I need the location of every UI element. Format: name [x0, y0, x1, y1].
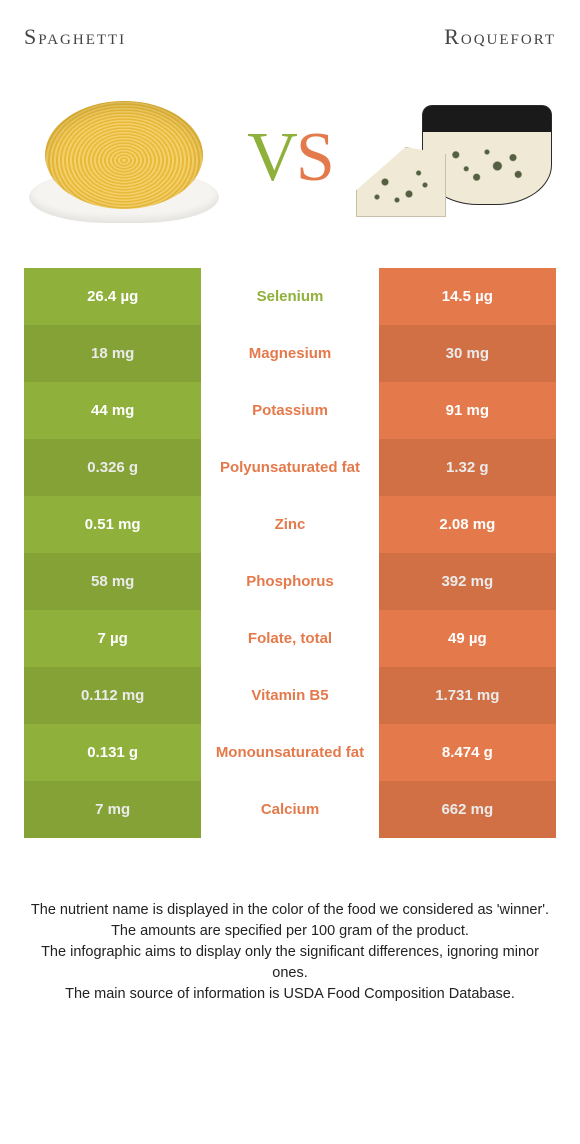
- nutrient-name: Potassium: [201, 382, 378, 439]
- right-value: 662 mg: [379, 781, 556, 838]
- left-value: 0.326 g: [24, 439, 201, 496]
- vs-row: VS: [24, 88, 556, 228]
- vs-label: VS: [247, 118, 333, 198]
- left-value: 0.131 g: [24, 724, 201, 781]
- table-row: 44 mgPotassium91 mg: [24, 382, 556, 439]
- left-value: 58 mg: [24, 553, 201, 610]
- right-value: 1.32 g: [379, 439, 556, 496]
- left-value: 0.51 mg: [24, 496, 201, 553]
- table-row: 26.4 µgSelenium14.5 µg: [24, 268, 556, 325]
- right-value: 91 mg: [379, 382, 556, 439]
- vs-v: V: [247, 118, 296, 198]
- table-row: 7 µgFolate, total49 µg: [24, 610, 556, 667]
- left-value: 0.112 mg: [24, 667, 201, 724]
- nutrient-name: Folate, total: [201, 610, 378, 667]
- vs-s: S: [296, 118, 333, 198]
- right-value: 1.731 mg: [379, 667, 556, 724]
- right-value: 2.08 mg: [379, 496, 556, 553]
- right-food-title: Roquefort: [444, 24, 556, 50]
- footnotes: The nutrient name is displayed in the co…: [24, 900, 556, 1005]
- footnote-line: The nutrient name is displayed in the co…: [24, 900, 556, 921]
- spaghetti-icon: [29, 93, 219, 223]
- nutrient-name: Zinc: [201, 496, 378, 553]
- right-value: 8.474 g: [379, 724, 556, 781]
- left-value: 26.4 µg: [24, 268, 201, 325]
- nutrient-name: Phosphorus: [201, 553, 378, 610]
- nutrient-name: Monounsaturated fat: [201, 724, 378, 781]
- nutrient-name: Selenium: [201, 268, 378, 325]
- table-row: 0.112 mgVitamin B51.731 mg: [24, 667, 556, 724]
- roquefort-icon: [356, 93, 556, 223]
- right-value: 392 mg: [379, 553, 556, 610]
- nutrient-name: Magnesium: [201, 325, 378, 382]
- footnote-line: The infographic aims to display only the…: [24, 942, 556, 984]
- left-value: 44 mg: [24, 382, 201, 439]
- footnote-line: The amounts are specified per 100 gram o…: [24, 921, 556, 942]
- right-value: 14.5 µg: [379, 268, 556, 325]
- table-row: 0.51 mgZinc2.08 mg: [24, 496, 556, 553]
- nutrition-table: 26.4 µgSelenium14.5 µg18 mgMagnesium30 m…: [24, 268, 556, 838]
- table-row: 18 mgMagnesium30 mg: [24, 325, 556, 382]
- nutrient-name: Calcium: [201, 781, 378, 838]
- left-value: 18 mg: [24, 325, 201, 382]
- left-food-image: [24, 88, 224, 228]
- nutrient-name: Polyunsaturated fat: [201, 439, 378, 496]
- table-row: 0.131 gMonounsaturated fat8.474 g: [24, 724, 556, 781]
- right-value: 49 µg: [379, 610, 556, 667]
- table-row: 0.326 gPolyunsaturated fat1.32 g: [24, 439, 556, 496]
- left-value: 7 mg: [24, 781, 201, 838]
- footnote-line: The main source of information is USDA F…: [24, 984, 556, 1005]
- left-food-title: Spaghetti: [24, 24, 126, 50]
- right-food-image: [356, 88, 556, 228]
- table-row: 58 mgPhosphorus392 mg: [24, 553, 556, 610]
- nutrient-name: Vitamin B5: [201, 667, 378, 724]
- table-row: 7 mgCalcium662 mg: [24, 781, 556, 838]
- right-value: 30 mg: [379, 325, 556, 382]
- title-row: Spaghetti Roquefort: [24, 24, 556, 50]
- left-value: 7 µg: [24, 610, 201, 667]
